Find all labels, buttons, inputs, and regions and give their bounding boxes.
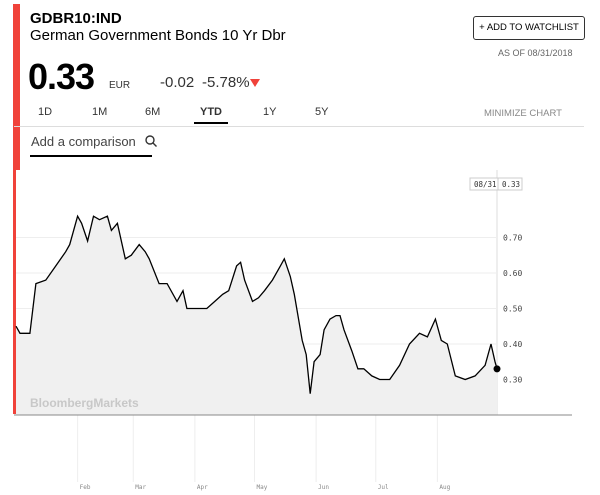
range-tab[interactable]: 1M [92,106,108,118]
change-pct: -5.78% [202,74,250,91]
range-tab[interactable]: 1Y [263,106,277,118]
last-value-box [497,177,523,191]
watchlist-button[interactable]: + ADD TO WATCHLIST [473,16,585,40]
comparison-underline [30,155,152,157]
search-icon [145,135,158,147]
y-tick-label: 0.30 [503,375,522,384]
range-tab[interactable]: 5Y [315,106,329,118]
last-point [493,365,501,373]
x-tick-label: Apr [197,484,208,491]
y-tick-label: 0.40 [503,340,522,349]
area-fill [16,216,497,415]
x-tick-label: Jul [378,484,389,491]
y-tick-label: 0.60 [503,269,522,278]
price: 0.33 [28,56,95,97]
last-value: 0.33 [502,180,520,189]
down-arrow [250,79,260,87]
x-tick-label: Aug [439,484,450,491]
y-tick-label: 0.70 [503,233,522,242]
price-line [15,214,498,394]
change: -0.02 [160,74,195,91]
x-tick-label: May [257,484,268,491]
as-of: AS OF 08/31/2018 [498,48,573,58]
separator [14,126,584,127]
x-tick-label: Feb [80,484,91,491]
y-tick-label: 0.50 [503,304,522,313]
range-tab[interactable]: 6M [145,106,161,118]
ticker: GDBR10:IND [30,10,122,27]
range-tab[interactable]: YTD [194,106,228,124]
comparison-placeholder: Add a comparison [31,134,136,149]
x-tick-label: Jun [318,484,329,491]
currency: EUR [109,80,131,91]
minimize-chart[interactable]: MINIMIZE CHART [484,108,562,119]
instrument-name: German Government Bonds 10 Yr Dbr [30,27,286,44]
last-date: 08/31 [474,180,497,189]
comparison-input[interactable]: Add a comparison [31,134,158,149]
x-tick-label: Mar [135,484,146,491]
watermark: BloombergMarkets [30,396,139,410]
range-tab[interactable]: 1D [38,106,53,118]
